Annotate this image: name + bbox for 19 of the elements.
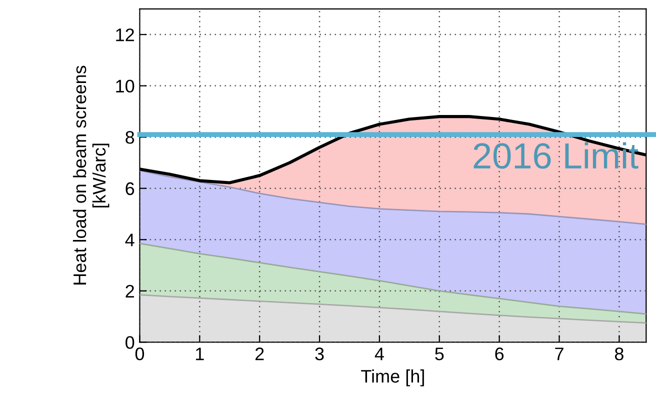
x-tick-label: 4 — [374, 348, 384, 360]
ref-line-label: 2016 Limit — [474, 142, 638, 169]
y-tick-label: 4 — [125, 234, 134, 246]
y-tick-label: 12 — [116, 28, 134, 42]
x-tick-label: 0 — [135, 348, 144, 360]
x-tick-label: 8 — [614, 348, 624, 360]
y-tick-label: 8 — [126, 131, 134, 144]
x-tick-label: 6 — [495, 348, 504, 360]
x-tick-label: 2 — [255, 348, 264, 360]
x-tick-label: 5 — [435, 348, 444, 360]
x-tick-label: 7 — [555, 348, 564, 360]
y-axis-title: Heat load on beam screens [kW/arc] — [72, 66, 110, 284]
y-tick-label: 0 — [126, 336, 134, 349]
y-tick-label: 6 — [126, 182, 134, 196]
x-tick-label: 1 — [196, 348, 204, 360]
y-tick-label: 2 — [126, 284, 134, 298]
x-axis-title: Time [h] — [361, 369, 424, 386]
x-tick-label: 3 — [315, 348, 324, 360]
y-tick-label: 10 — [116, 80, 134, 93]
